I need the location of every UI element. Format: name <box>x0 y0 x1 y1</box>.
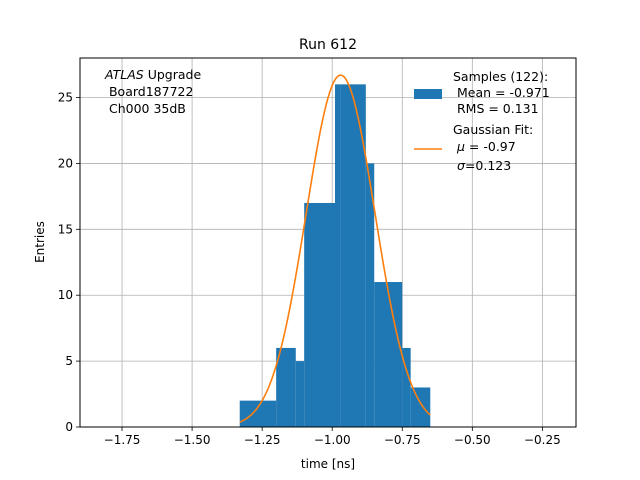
y-tick-label: 5 <box>65 354 73 368</box>
legend-samples-title: Samples (122): <box>453 69 548 84</box>
annotation-line-2: Board187722 <box>105 84 193 99</box>
x-tick-label: −0.75 <box>384 433 421 447</box>
legend-mu-value: = -0.97 <box>465 139 516 154</box>
legend-fit-title: Gaussian Fit: <box>453 122 533 137</box>
annotation-line-1: ATLAS Upgrade <box>104 67 201 82</box>
y-tick-label: 25 <box>58 91 73 105</box>
legend: Samples (122): Mean = -0.971 RMS = 0.131… <box>414 69 550 173</box>
y-tick-label: 15 <box>58 222 73 236</box>
legend-samples-mean: Mean = -0.971 <box>453 85 550 100</box>
histogram-bar <box>335 84 341 427</box>
y-tick-label: 0 <box>65 420 73 434</box>
x-tick-label: −1.00 <box>314 433 351 447</box>
x-tick-label: −1.75 <box>104 433 141 447</box>
histogram-bar <box>410 387 431 427</box>
gaussian-fit-curve <box>239 74 431 423</box>
annotation-line-3: Ch000 35dB <box>105 101 186 116</box>
axes-frame <box>79 57 577 428</box>
legend-sigma-symbol: σ <box>457 158 466 173</box>
legend-fit-sigma: σ=0.123 <box>457 158 511 173</box>
annotation-atlas: ATLAS <box>104 67 144 82</box>
histogram-bars <box>239 84 431 427</box>
y-axis-ticks: 0 5 10 15 20 25 <box>58 91 80 434</box>
legend-samples-rms: RMS = 0.131 <box>453 101 539 116</box>
y-tick-label: 10 <box>58 288 73 302</box>
histogram-bar <box>402 347 411 427</box>
histogram-bar <box>374 282 403 427</box>
histogram-bar <box>295 361 305 427</box>
histogram-bar <box>304 202 336 427</box>
histogram-bar <box>340 84 366 427</box>
y-axis-label: Entries <box>33 221 47 263</box>
x-tick-label: −0.50 <box>454 433 491 447</box>
legend-sigma-value: =0.123 <box>465 158 511 173</box>
histogram-bar <box>239 400 277 427</box>
legend-fit-mu: μ = -0.97 <box>456 139 516 154</box>
x-tick-label: −1.50 <box>174 433 211 447</box>
legend-mu-symbol: μ <box>456 139 465 154</box>
chart-title: Run 612 <box>299 37 357 53</box>
histogram-bar <box>365 163 375 427</box>
y-tick-label: 20 <box>58 156 73 170</box>
x-axis-ticks: −1.75 −1.50 −1.25 −1.00 −0.75 −0.50 −0.25 <box>104 427 561 447</box>
x-tick-label: −0.25 <box>524 433 561 447</box>
x-tick-label: −1.25 <box>244 433 281 447</box>
atlas-annotation: ATLAS Upgrade Board187722 Ch000 35dB <box>104 67 201 116</box>
legend-samples-swatch <box>414 89 442 99</box>
histogram-bar <box>276 347 296 427</box>
x-axis-label: time [ns] <box>301 457 355 471</box>
annotation-upgrade: Upgrade <box>144 67 202 82</box>
